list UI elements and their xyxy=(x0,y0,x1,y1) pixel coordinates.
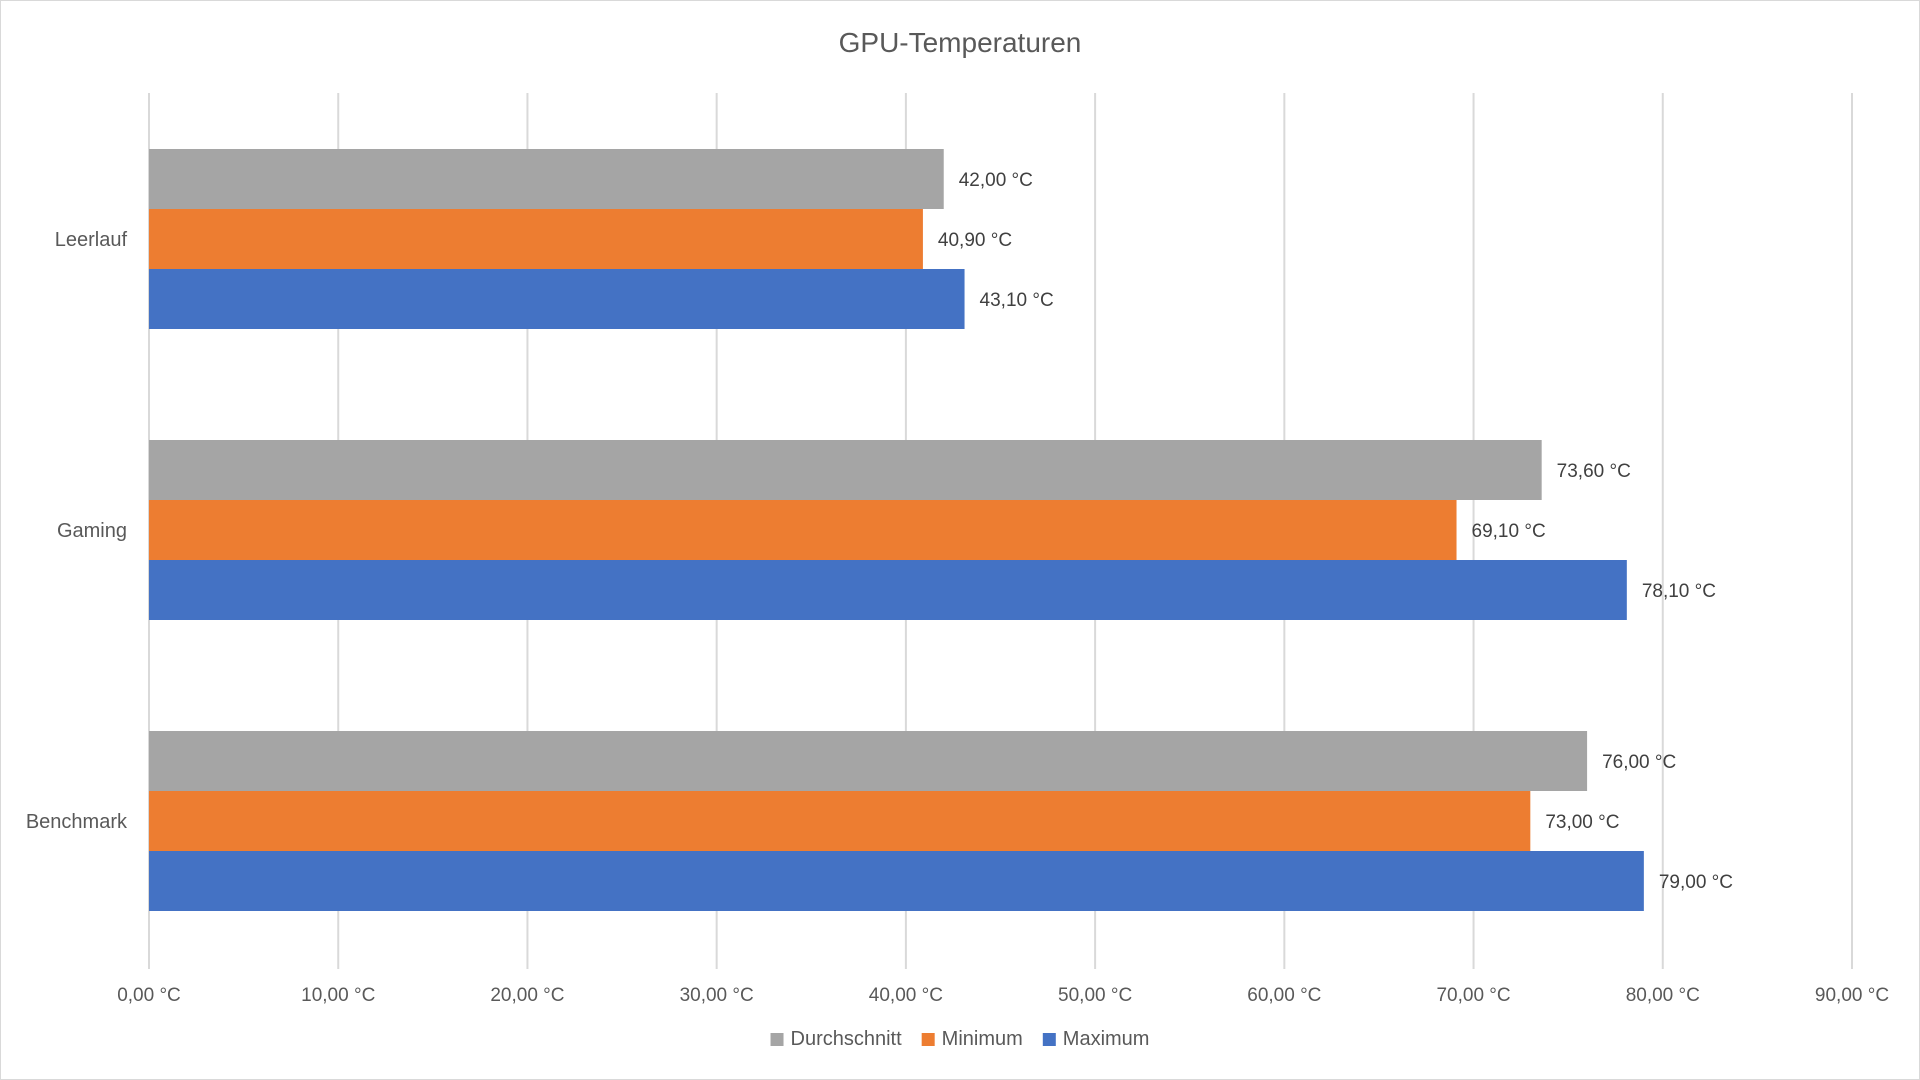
legend-swatch-minimum xyxy=(921,1033,935,1046)
x-tick-label: 60,00 °C xyxy=(1247,985,1321,1006)
legend-swatch-maximum xyxy=(1042,1033,1056,1046)
x-tick-label: 0,00 °C xyxy=(117,985,181,1006)
x-tick-label: 20,00 °C xyxy=(490,985,564,1006)
data-label-leerlauf-minimum: 40,90 °C xyxy=(938,230,1012,251)
bar-leerlauf-maximum xyxy=(149,269,965,329)
data-label-gaming-minimum: 69,10 °C xyxy=(1472,521,1546,542)
category-label-benchmark: Benchmark xyxy=(26,811,128,833)
x-tick-label: 50,00 °C xyxy=(1058,985,1132,1006)
bar-benchmark-minimum xyxy=(149,791,1531,851)
data-label-benchmark-minimum: 73,00 °C xyxy=(1545,812,1619,833)
legend-swatch-durchschnitt xyxy=(770,1033,784,1046)
data-label-gaming-maximum: 78,10 °C xyxy=(1642,581,1716,602)
bar-leerlauf-durchschnitt xyxy=(149,149,944,209)
legend-label-maximum: Maximum xyxy=(1063,1028,1150,1050)
category-labels: Leerlauf Gaming Benchmark xyxy=(26,229,128,833)
bar-gaming-minimum xyxy=(149,500,1457,560)
bar-gaming-maximum xyxy=(149,560,1627,620)
category-label-gaming: Gaming xyxy=(57,520,127,542)
x-tick-label: 70,00 °C xyxy=(1436,985,1510,1006)
legend: Durchschnitt Minimum Maximum xyxy=(770,1028,1150,1050)
legend-item-maximum: Maximum xyxy=(1042,1028,1150,1050)
x-tick-label: 10,00 °C xyxy=(301,985,375,1006)
x-tick-label: 90,00 °C xyxy=(1815,985,1889,1006)
data-label-benchmark-maximum: 79,00 °C xyxy=(1659,872,1733,893)
data-label-gaming-durchschnitt: 73,60 °C xyxy=(1557,461,1631,482)
bar-benchmark-maximum xyxy=(149,851,1644,911)
chart-title: GPU-Temperaturen xyxy=(839,27,1082,58)
x-axis-ticks: 0,00 °C 10,00 °C 20,00 °C 30,00 °C 40,00 °C 5… xyxy=(117,985,1889,1006)
legend-item-minimum: Minimum xyxy=(921,1028,1023,1050)
bar-gaming-durchschnitt xyxy=(149,440,1542,500)
legend-label-minimum: Minimum xyxy=(942,1028,1023,1050)
bar-leerlauf-minimum xyxy=(149,209,923,269)
data-label-leerlauf-maximum: 43,10 °C xyxy=(980,290,1054,311)
x-tick-label: 40,00 °C xyxy=(869,985,943,1006)
data-label-leerlauf-durchschnitt: 42,00 °C xyxy=(959,170,1033,191)
bar-benchmark-durchschnitt xyxy=(149,731,1588,791)
data-label-benchmark-durchschnitt: 76,00 °C xyxy=(1602,752,1676,773)
x-tick-label: 80,00 °C xyxy=(1626,985,1700,1006)
x-tick-label: 30,00 °C xyxy=(680,985,754,1006)
legend-item-durchschnitt: Durchschnitt xyxy=(770,1028,903,1050)
legend-label-durchschnitt: Durchschnitt xyxy=(791,1028,903,1050)
bars xyxy=(149,149,1644,911)
category-label-leerlauf: Leerlauf xyxy=(55,229,128,251)
data-labels: 42,00 °C 40,90 °C 43,10 °C 73,60 °C 69,10 °C… xyxy=(938,170,1733,893)
